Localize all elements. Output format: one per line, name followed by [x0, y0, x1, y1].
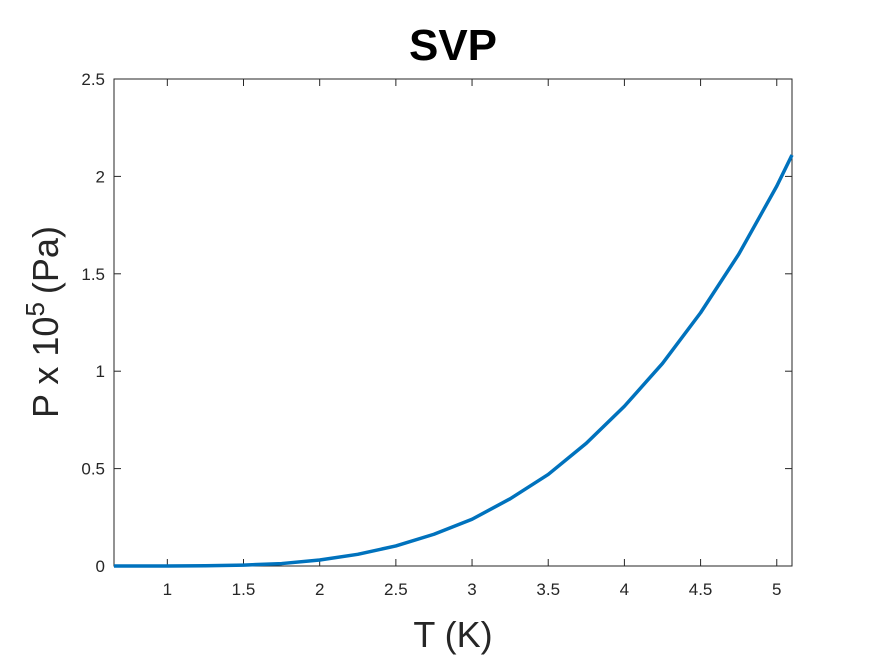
x-tick-label: 1.5 — [232, 580, 256, 599]
y-tick-label: 2.5 — [81, 70, 105, 89]
y-tick-label: 0.5 — [81, 460, 105, 479]
chart-title: SVP — [409, 21, 497, 70]
y-axis-label: P x 105 (Pa) — [20, 226, 66, 418]
x-axis-label: T (K) — [413, 614, 492, 655]
y-label-main: P x 10 — [25, 317, 66, 418]
axes-box — [113, 78, 793, 567]
x-tick-label: 3 — [467, 580, 476, 599]
data-line — [113, 154, 794, 568]
y-tick-label: 1 — [96, 362, 105, 381]
x-tick-label: 1 — [163, 580, 172, 599]
x-tick-label: 3.5 — [536, 580, 560, 599]
x-tick-label: 4.5 — [689, 580, 713, 599]
x-tick-label: 2 — [315, 580, 324, 599]
y-label-sup: 5 — [20, 302, 50, 316]
y-tick-label: 0 — [96, 557, 105, 576]
x-tick-label: 5 — [772, 580, 781, 599]
y-tick-label: 1.5 — [81, 265, 105, 284]
y-label-suffix: (Pa) — [25, 226, 66, 294]
y-tick-label: 2 — [96, 167, 105, 186]
x-tick-label: 2.5 — [384, 580, 408, 599]
x-tick-label: 4 — [620, 580, 629, 599]
